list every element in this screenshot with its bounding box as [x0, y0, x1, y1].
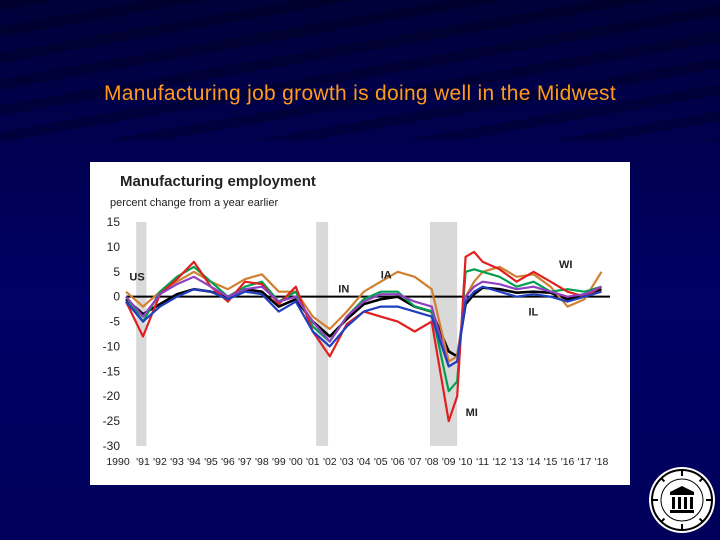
y-tick-label: -25 [103, 414, 121, 428]
y-tick-label: 5 [113, 265, 120, 279]
x-tick-label: '16 [561, 456, 575, 468]
x-tick-label: '09 [442, 456, 456, 468]
x-tick-label: '04 [357, 456, 371, 468]
x-tick-label: '98 [255, 456, 269, 468]
x-tick-label: '06 [391, 456, 405, 468]
x-tick-label: '00 [289, 456, 303, 468]
chart-svg: Manufacturing employment percent change … [103, 173, 610, 468]
x-tick-label: '10 [459, 456, 473, 468]
chart-title: Manufacturing employment [120, 173, 316, 190]
x-tick-label: '08 [425, 456, 439, 468]
y-tick-label: -30 [103, 439, 121, 453]
x-tick-label: '91 [136, 456, 150, 468]
y-tick-label: 15 [107, 215, 121, 229]
x-tick-label: '17 [578, 456, 592, 468]
x-tick-label: '95 [204, 456, 218, 468]
y-tick-label: -5 [109, 315, 120, 329]
annotation-mi: MI [466, 407, 478, 419]
y-tick-label: 10 [107, 240, 121, 254]
x-tick-label: '13 [510, 456, 524, 468]
recession-bands [136, 222, 458, 446]
x-tick-label: '02 [323, 456, 337, 468]
x-tick-label: '12 [493, 456, 507, 468]
series-line-wi [125, 275, 602, 368]
annotation-in: IN [338, 284, 349, 296]
federal-reserve-seal [649, 467, 715, 533]
x-axis: 1990 '91'92'93'94'95'96'97'98'99'00'01'02… [106, 456, 608, 468]
slide-title: Manufacturing job growth is doing well i… [104, 82, 616, 105]
y-tick-label: -10 [103, 339, 121, 353]
y-tick-label: -20 [103, 389, 121, 403]
y-tick-label: 0 [113, 290, 120, 304]
chart-panel: Manufacturing employment percent change … [90, 162, 630, 485]
x-tick-label: '96 [221, 456, 235, 468]
series-annotations: US IN IA WI IL MI [129, 259, 572, 419]
x-tick-label: '03 [340, 456, 354, 468]
x-tick-label: '14 [527, 456, 541, 468]
annotation-us: US [129, 272, 144, 284]
x-tick-label: '05 [374, 456, 388, 468]
series-line-in [125, 265, 602, 393]
series-lines [125, 250, 603, 423]
x-tick-label: '94 [187, 456, 201, 468]
series-line-mi [125, 250, 603, 423]
x-tick-label: '97 [238, 456, 252, 468]
background-stripes [0, 0, 720, 140]
x-tick-label: '11 [476, 456, 489, 468]
x-tick-label: '18 [595, 456, 609, 468]
x-tick-label: '15 [544, 456, 558, 468]
annotation-wi: WI [559, 259, 572, 271]
x-tick-label: '01 [306, 456, 320, 468]
x-tick-label: '93 [170, 456, 184, 468]
x-tick-label: 1990 [106, 456, 130, 468]
x-tick-label: '07 [408, 456, 422, 468]
x-tick-label: '92 [153, 456, 167, 468]
y-tick-label: -15 [103, 364, 121, 378]
annotation-il: IL [528, 307, 538, 319]
y-axis: 15 10 5 0 -5 -10 -15 -20 -25 -30 [103, 215, 610, 453]
chart-subtitle: percent change from a year earlier [110, 197, 278, 209]
annotation-ia: IA [381, 270, 392, 282]
series-line-il [125, 285, 602, 368]
x-tick-label: '99 [272, 456, 286, 468]
series-line-us [125, 286, 602, 358]
